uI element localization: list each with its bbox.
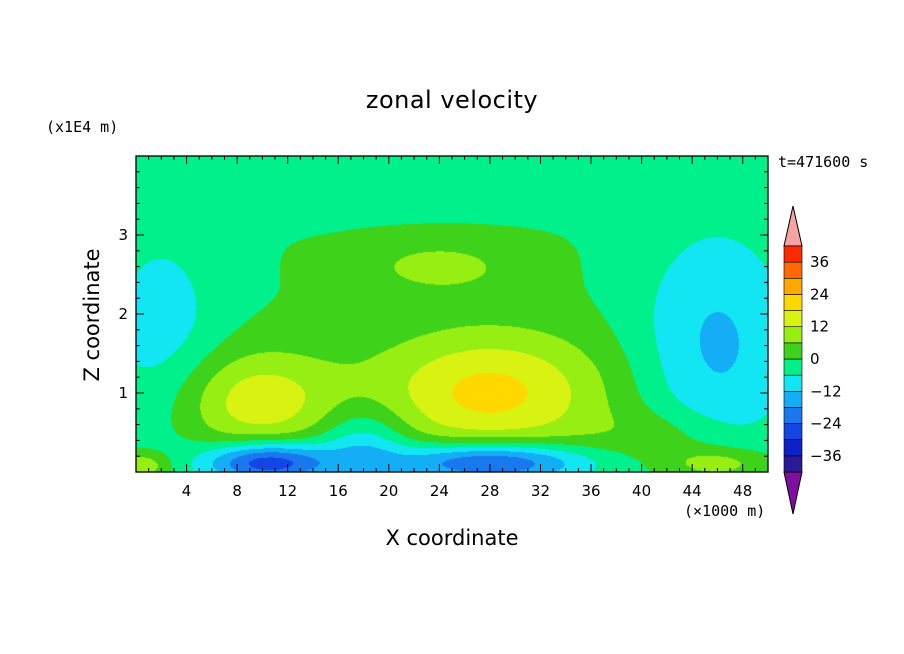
- x-tick-label: 16: [329, 482, 348, 500]
- colorbar-box: [783, 261, 803, 279]
- colorbar-tick-label: 0: [810, 350, 820, 368]
- colorbar-box: [783, 358, 803, 376]
- colorbar: 36 24 12 0 −12 −24 −36: [783, 205, 842, 515]
- colorbar-extend-min: [783, 471, 803, 515]
- colorbar-tick-label: −24: [810, 415, 842, 433]
- colorbar-box: [783, 455, 803, 473]
- y-tick-label: 2: [118, 305, 128, 323]
- time-label: t=471600 s: [778, 153, 869, 171]
- contour-field: [136, 156, 768, 472]
- x-tick-label: 24: [430, 482, 449, 500]
- colorbar-box: [783, 342, 803, 360]
- colorbar-box: [783, 423, 803, 441]
- colorbar-box: [783, 294, 803, 311]
- colorbar-box: [783, 326, 803, 344]
- x-tick-label: 48: [733, 482, 752, 500]
- chart-title: zonal velocity: [365, 86, 539, 114]
- y-unit-label: (x1E4 m): [46, 118, 119, 136]
- colorbar-extend-max: [783, 205, 803, 247]
- y-tick-label: 3: [118, 226, 128, 244]
- x-tick-label: 12: [278, 482, 297, 500]
- colorbar-tick-label: 24: [810, 285, 829, 303]
- colorbar-box: [783, 439, 803, 457]
- x-tick-label: 44: [683, 482, 702, 500]
- x-tick-label: 4: [182, 482, 192, 500]
- x-tick-label: 32: [531, 482, 550, 500]
- x-unit-label: (×1000 m): [684, 502, 766, 520]
- colorbar-tick-label: −12: [810, 382, 842, 400]
- colorbar-tick-label: 12: [810, 318, 829, 336]
- colorbar-box: [783, 277, 803, 295]
- y-tick-label: 1: [118, 384, 128, 402]
- colorbar-box: [783, 374, 803, 392]
- x-tick-label: 20: [379, 482, 398, 500]
- colorbar-box: [783, 310, 803, 328]
- colorbar-box: [783, 407, 803, 424]
- colorbar-tick-label: 36: [810, 253, 829, 271]
- x-tick-label: 40: [632, 482, 651, 500]
- x-tick-label: 36: [581, 482, 600, 500]
- x-axis-label: X coordinate: [385, 526, 519, 550]
- colorbar-tick-label: −36: [810, 447, 842, 465]
- colorbar-box: [783, 390, 803, 408]
- x-tick-label: 28: [480, 482, 499, 500]
- colorbar-box: [783, 245, 803, 263]
- x-tick-label: 8: [232, 482, 242, 500]
